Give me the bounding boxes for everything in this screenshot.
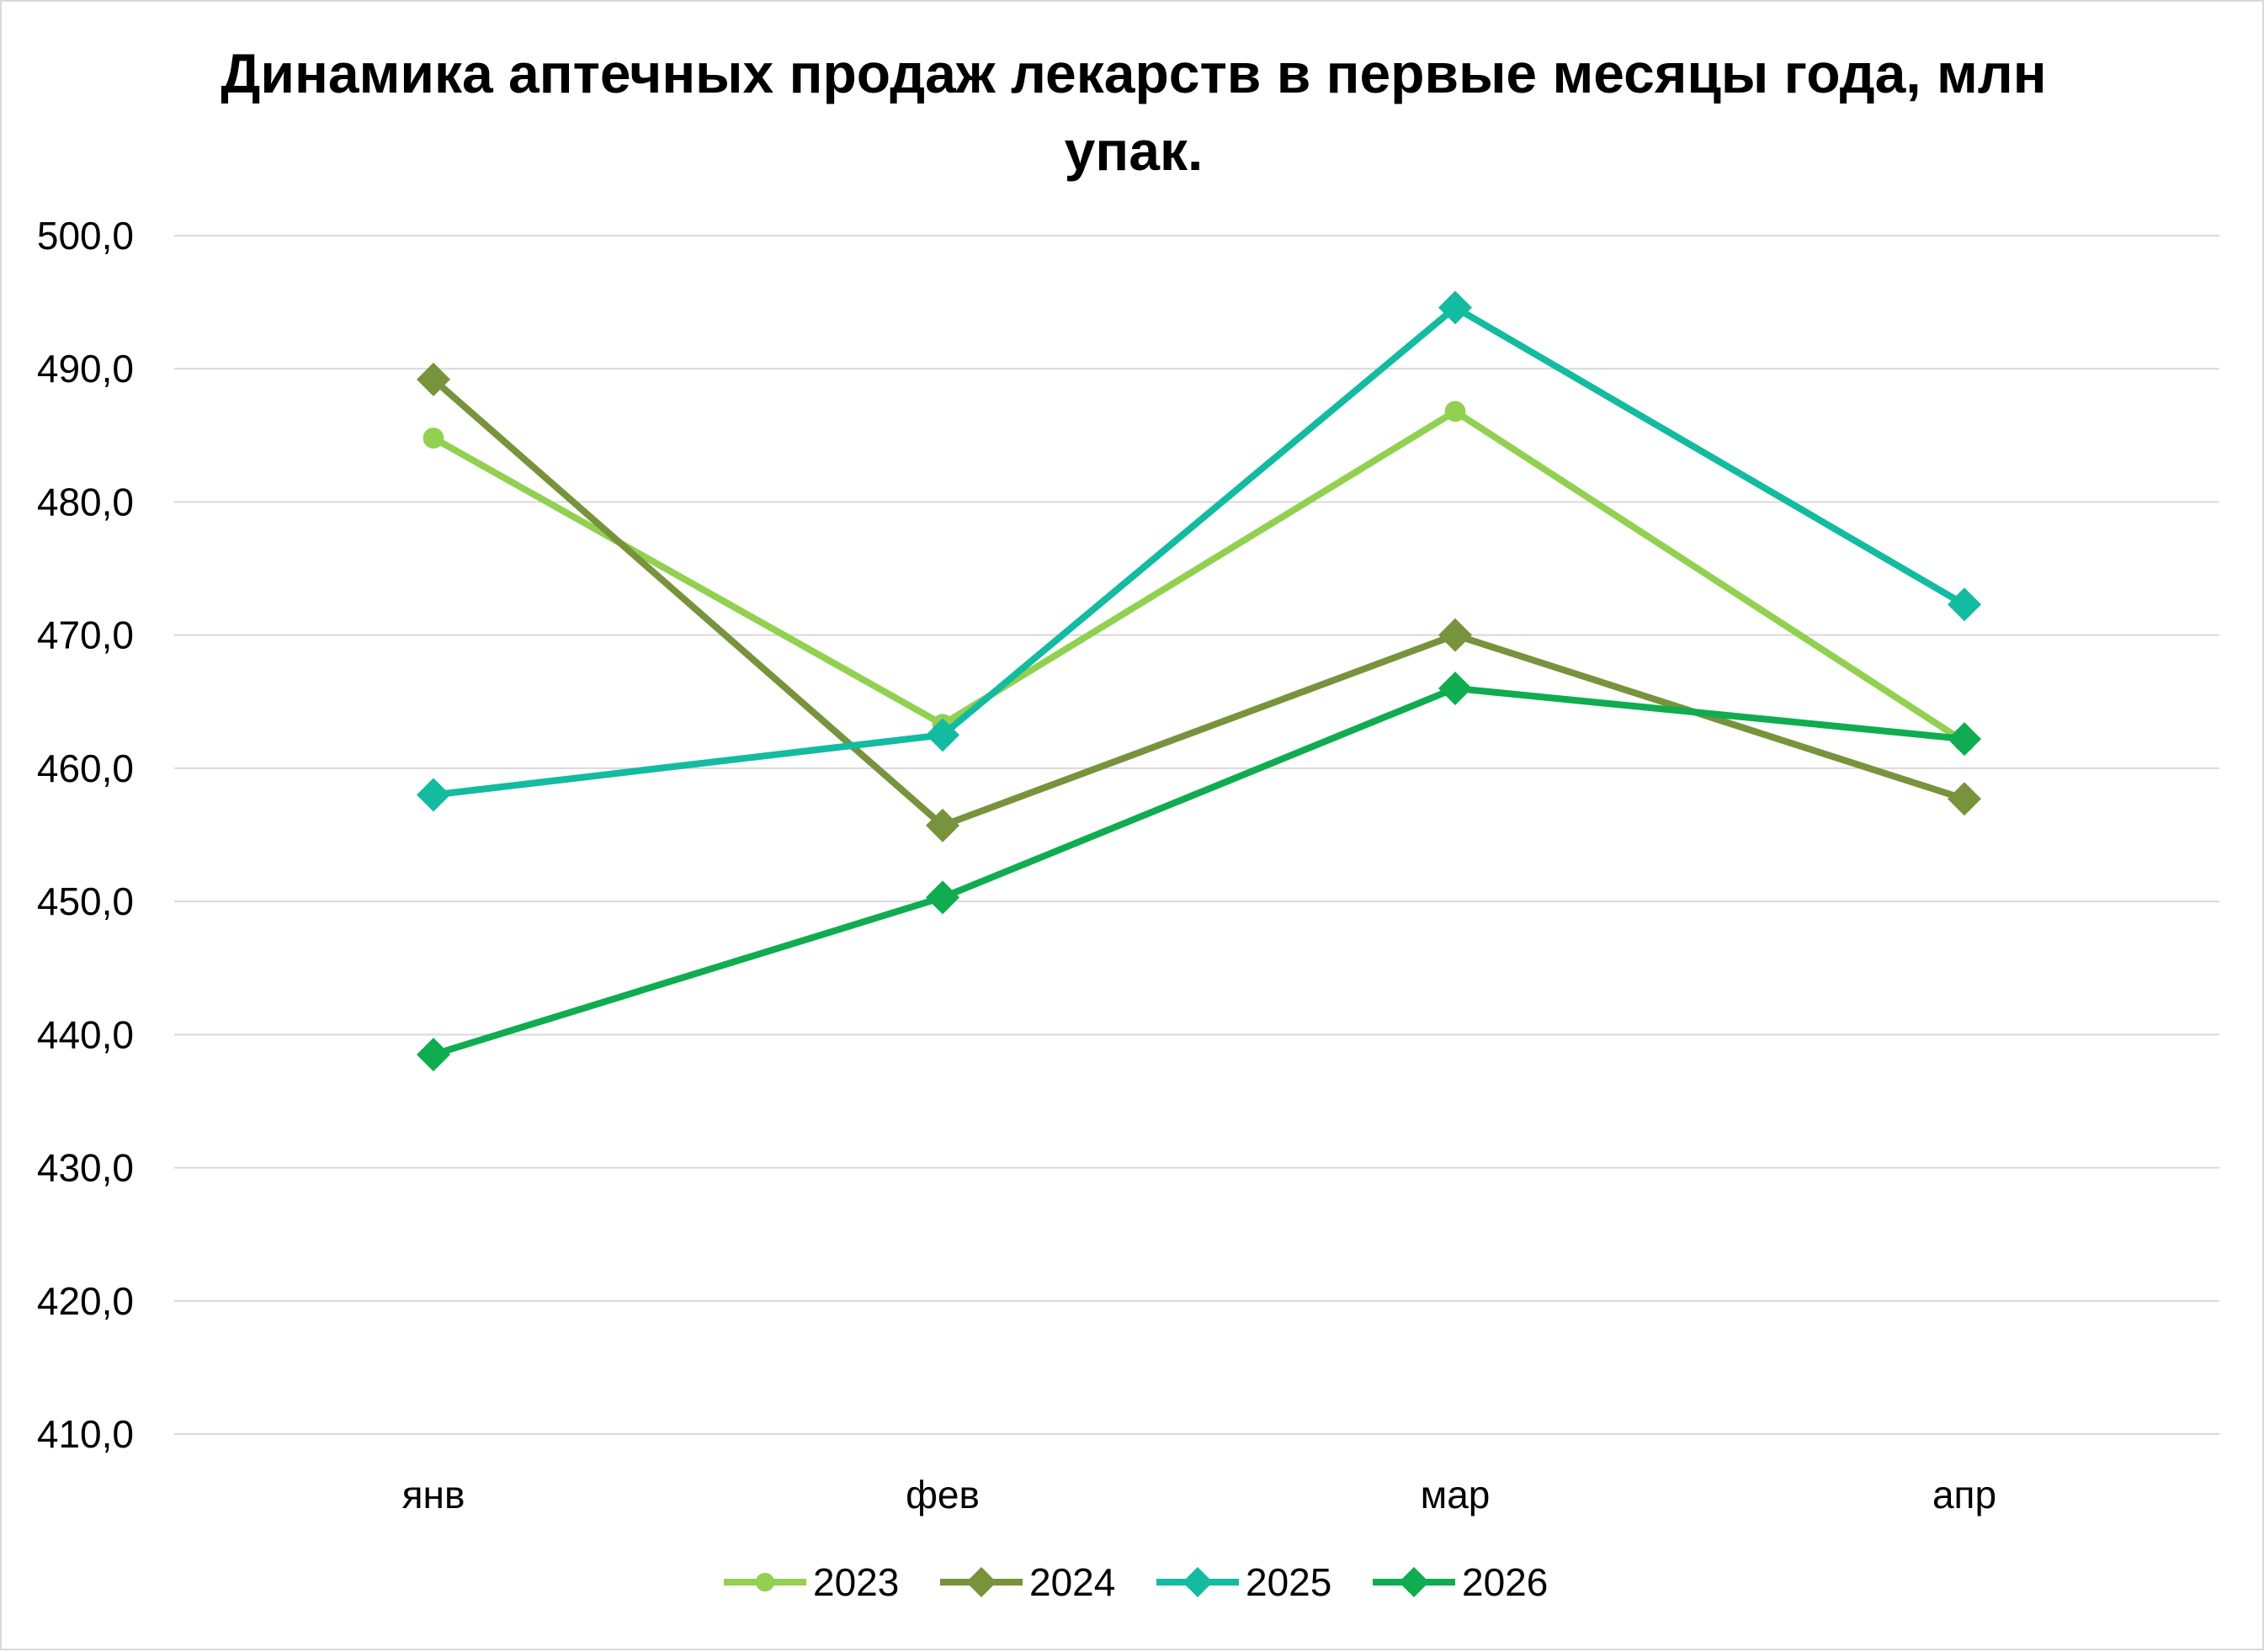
- data-point: [417, 778, 450, 812]
- series-line: [430, 407, 1968, 746]
- data-point: [1948, 587, 1981, 622]
- data-point: [1948, 722, 1981, 757]
- y-tick-label: 500,0: [37, 214, 134, 258]
- series-lines: [417, 290, 1981, 1072]
- data-point: [926, 808, 959, 842]
- legend-item-2023: 2023: [724, 1560, 899, 1604]
- chart-title: Динамика аптечных продаж лекарств в перв…: [221, 42, 2046, 182]
- data-point: [1438, 671, 1472, 705]
- series-2026: [417, 671, 1981, 1072]
- series-line: [430, 375, 1968, 829]
- y-axis-ticks: 410,0 420,0 430,0 440,0 450,0 460,0 470,0 480,0…: [37, 214, 134, 1456]
- x-tick-label: фев: [906, 1473, 980, 1517]
- x-tick-label: мар: [1421, 1473, 1491, 1517]
- y-tick-label: 480,0: [37, 480, 134, 523]
- legend-item-2024: 2024: [940, 1560, 1115, 1604]
- data-point: [1438, 618, 1472, 652]
- y-tick-label: 410,0: [37, 1412, 134, 1456]
- legend-label: 2023: [813, 1560, 899, 1604]
- y-tick-label: 470,0: [37, 614, 134, 657]
- chart-title-line-1: Динамика аптечных продаж лекарств в перв…: [221, 42, 2046, 104]
- legend-label: 2025: [1246, 1560, 1331, 1604]
- legend-item-2026: 2026: [1373, 1560, 1548, 1604]
- data-point: [926, 718, 959, 752]
- data-point: [1444, 401, 1466, 422]
- data-point: [966, 1567, 996, 1597]
- legend-label: 2026: [1462, 1560, 1548, 1604]
- legend: 2023 2024 2025 2026: [724, 1560, 1548, 1604]
- data-point: [417, 1038, 450, 1072]
- y-tick-label: 440,0: [37, 1012, 134, 1056]
- y-tick-label: 450,0: [37, 879, 134, 923]
- data-point: [1438, 290, 1472, 325]
- x-tick-label: апр: [1932, 1473, 1996, 1517]
- x-tick-label: янв: [402, 1473, 465, 1517]
- y-tick-label: 460,0: [37, 746, 134, 790]
- data-point: [755, 1572, 775, 1592]
- data-point: [926, 880, 959, 915]
- gridlines: [174, 235, 2219, 1435]
- data-point: [1182, 1567, 1213, 1597]
- y-tick-label: 420,0: [37, 1279, 134, 1323]
- data-point: [1948, 782, 1981, 816]
- data-point: [423, 428, 444, 449]
- legend-item-2025: 2025: [1156, 1560, 1331, 1604]
- chart-title-line-2: упак.: [1065, 120, 1204, 182]
- legend-label: 2024: [1029, 1560, 1115, 1604]
- data-point: [1399, 1567, 1429, 1597]
- series-2025: [417, 290, 1981, 812]
- y-tick-label: 430,0: [37, 1146, 134, 1190]
- y-tick-label: 490,0: [37, 347, 134, 390]
- series-line: [430, 304, 1968, 799]
- x-axis-ticks: янв фев мар апр: [402, 1473, 1996, 1517]
- data-point: [417, 362, 450, 396]
- series-line: [430, 684, 1968, 1059]
